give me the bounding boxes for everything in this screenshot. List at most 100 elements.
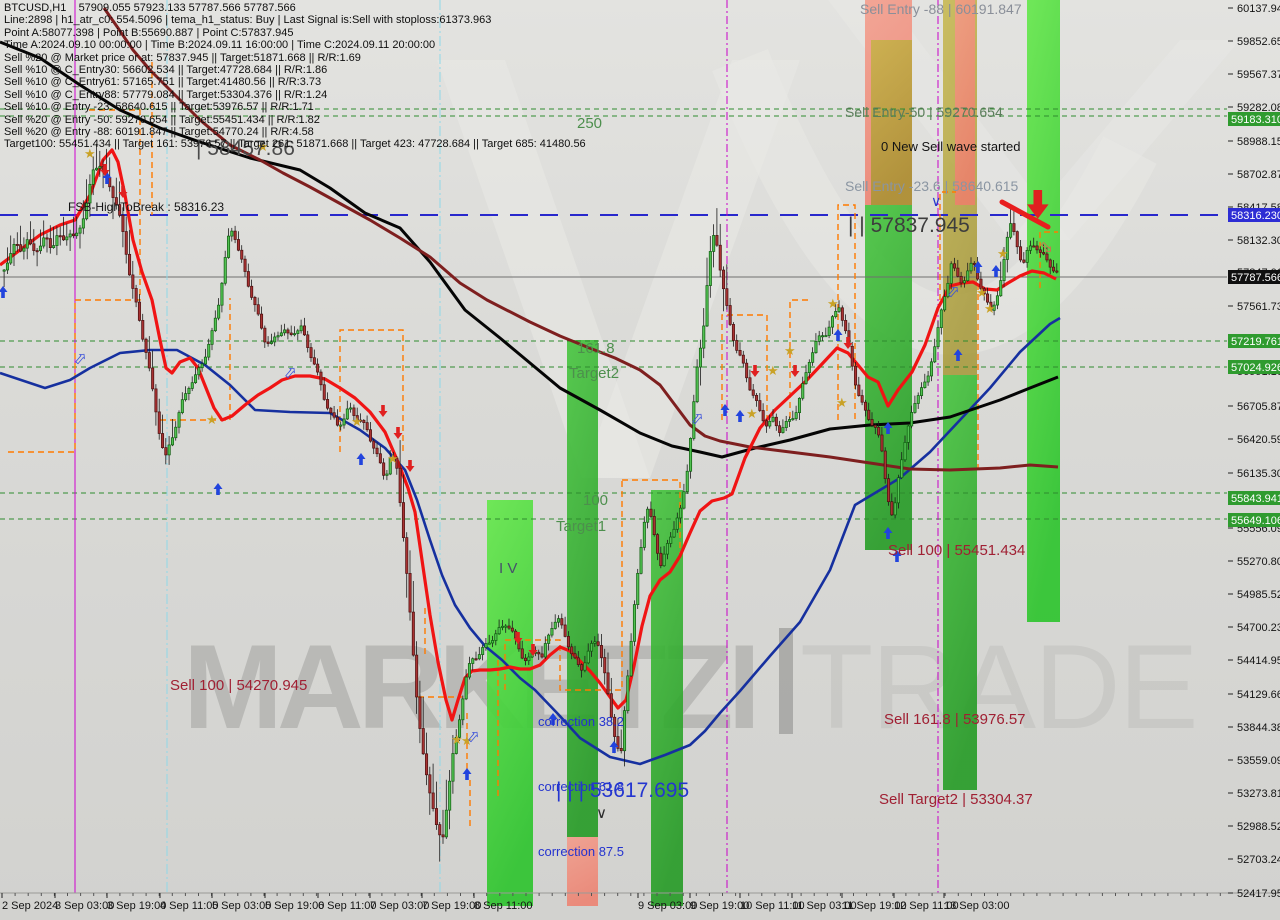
lime-zone	[487, 500, 533, 906]
price-axis-label: 59282.085	[1237, 102, 1280, 114]
candle-up	[220, 282, 224, 306]
green-zone	[567, 340, 598, 837]
candle-down	[880, 434, 884, 452]
sell-arrow-icon	[843, 337, 853, 349]
candle-down	[382, 462, 386, 476]
candle-down	[580, 664, 584, 671]
price-axis-label: 53273.810	[1237, 788, 1280, 800]
price-axis-label: 52988.525	[1237, 821, 1280, 833]
candle-down	[560, 618, 564, 626]
candle-up	[923, 381, 927, 388]
candle-up	[672, 528, 676, 538]
candle-down	[860, 395, 864, 403]
candle-up	[814, 341, 818, 354]
chart-annotation: Sell Entry -23.6 | 58640.615	[845, 178, 1019, 194]
info-line-signal: Line:2898 | h1_atr_c0: 554.5096 | tema_h…	[4, 14, 492, 27]
candle-up	[712, 235, 716, 252]
time-axis-label: 6 Sep 11:00	[318, 900, 377, 912]
sell-arrow-icon	[118, 186, 128, 198]
candle-down	[890, 501, 894, 516]
candle-up	[22, 247, 26, 252]
price-axis-label: 58988.155	[1237, 136, 1280, 148]
candle-up	[471, 658, 475, 664]
chart-annotation: 0 New Sell wave started	[881, 139, 1020, 154]
candle-down	[863, 401, 867, 411]
candle-down	[728, 305, 732, 325]
chart-annotation: Sell Entry -88 | 60191.847	[860, 1, 1022, 17]
price-badge-blue	[1228, 208, 1280, 222]
watermark-chevron	[1010, 40, 1240, 240]
candle-up	[590, 643, 594, 652]
time-axis-label: 2 Sep 2024	[2, 900, 58, 912]
time-axis-label: 5 Sep 03:00	[212, 900, 271, 912]
buy-arrow-icon	[609, 741, 619, 753]
candle-down	[748, 377, 752, 391]
candle-up	[38, 245, 42, 252]
candle-down	[573, 653, 577, 659]
candle-up	[933, 346, 937, 363]
candle-down	[302, 325, 306, 336]
sell-arrow-icon	[100, 164, 110, 176]
info-line-entry-88: Sell %20 @ Entry -88: 60191.847 || Targe…	[4, 126, 314, 139]
candle-down	[15, 244, 19, 246]
star-icon: ★	[451, 732, 463, 747]
candle-down	[1035, 245, 1039, 251]
candle-up	[497, 627, 501, 635]
candle-up	[484, 643, 488, 648]
price-badge-label: 58316.230	[1231, 210, 1280, 222]
candle-up	[557, 618, 561, 623]
candle-up	[392, 457, 396, 460]
sell-arrow-icon	[528, 644, 538, 656]
candle-up	[2, 269, 6, 272]
chart-annotation: I V	[499, 560, 517, 577]
buy-arrow-icon	[735, 410, 745, 422]
candle-up	[5, 262, 9, 271]
candle-up	[784, 421, 788, 428]
watermark-divider	[779, 628, 793, 734]
sell-arrow-icon	[513, 632, 523, 644]
candle-up	[893, 502, 897, 516]
candle-down	[118, 204, 122, 216]
chart-annotation: 250	[577, 115, 602, 132]
buy-arrow-icon	[0, 286, 8, 298]
candle-up	[830, 316, 834, 328]
price-axis-label: 57561.730	[1237, 301, 1280, 313]
candle-up	[504, 625, 508, 628]
candle-up	[824, 335, 828, 338]
chart-annotation: correction 61.8	[538, 779, 624, 794]
candle-up	[553, 621, 557, 629]
candle-up	[296, 330, 300, 334]
chart-annotation: correction 87.5	[538, 844, 624, 859]
candle-up	[547, 634, 551, 644]
candle-down	[1052, 266, 1056, 272]
candle-down	[415, 654, 419, 698]
candle-up	[550, 628, 554, 636]
candle-up	[170, 437, 174, 446]
zigzag-segment	[160, 298, 231, 421]
candle-up	[999, 280, 1003, 297]
candle-down	[431, 792, 435, 809]
candle-down	[873, 424, 877, 428]
price-axis-label: 56705.875	[1237, 401, 1280, 413]
info-line-points: Point A:58077.398 | Point B:55690.887 | …	[4, 26, 294, 39]
buy-arrow-icon	[720, 404, 730, 416]
candle-down	[289, 332, 293, 335]
star-icon: ★	[997, 246, 1009, 261]
candle-down	[883, 450, 887, 480]
buy-arrow-icon	[973, 261, 983, 273]
sell-arrow-icon	[750, 365, 760, 377]
candle-up	[349, 407, 353, 410]
info-line-sell-market: Sell %20 @ Market price or at: 57837.945…	[4, 51, 361, 64]
candle-down	[870, 419, 874, 426]
candle-up	[451, 753, 455, 782]
candle-up	[702, 325, 706, 349]
candle-up	[593, 641, 597, 644]
candle-down	[867, 409, 871, 420]
candle-up	[217, 304, 221, 319]
candle-up	[916, 395, 920, 404]
candle-down	[263, 327, 267, 343]
zigzag-segment	[504, 480, 623, 691]
zigzag-segment	[789, 299, 812, 418]
zigzag-segment	[837, 204, 856, 420]
